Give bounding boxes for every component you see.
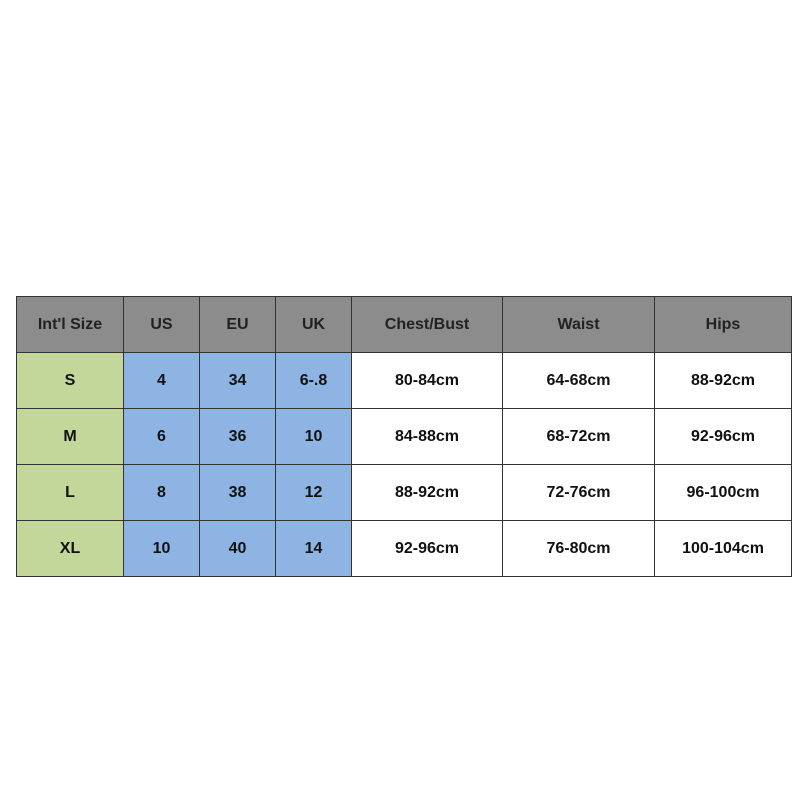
column-header: EU	[199, 296, 276, 353]
table-cell: 88-92cm	[654, 352, 792, 409]
table-cell: 64-68cm	[502, 352, 655, 409]
table-cell: 6	[123, 408, 200, 465]
table-cell: 38	[199, 464, 276, 521]
table-cell: 10	[275, 408, 352, 465]
table-cell: 100-104cm	[654, 520, 792, 577]
table-cell: L	[16, 464, 124, 521]
table-cell: 40	[199, 520, 276, 577]
table-cell: 92-96cm	[351, 520, 503, 577]
table-row: XL 10 40 14 92-96cm 76-80cm 100-104cm	[16, 520, 792, 577]
table-cell: 10	[123, 520, 200, 577]
table-cell: 88-92cm	[351, 464, 503, 521]
table-cell: S	[16, 352, 124, 409]
table-cell: 80-84cm	[351, 352, 503, 409]
table-cell: 68-72cm	[502, 408, 655, 465]
table-row: M 6 36 10 84-88cm 68-72cm 92-96cm	[16, 408, 792, 465]
column-header: Chest/Bust	[351, 296, 503, 353]
table-cell: 84-88cm	[351, 408, 503, 465]
table-cell: M	[16, 408, 124, 465]
table-cell: 76-80cm	[502, 520, 655, 577]
column-header: Hips	[654, 296, 792, 353]
column-header: UK	[275, 296, 352, 353]
table-cell: 8	[123, 464, 200, 521]
table-row: S 4 34 6-.8 80-84cm 64-68cm 88-92cm	[16, 352, 792, 409]
column-header: US	[123, 296, 200, 353]
table-cell: 34	[199, 352, 276, 409]
column-header: Int'l Size	[16, 296, 124, 353]
table-cell: 96-100cm	[654, 464, 792, 521]
table-row: L 8 38 12 88-92cm 72-76cm 96-100cm	[16, 464, 792, 521]
table-cell: 6-.8	[275, 352, 352, 409]
table-cell: 36	[199, 408, 276, 465]
size-chart-table: Int'l Size US EU UK Chest/Bust Waist Hips S 4 34…	[16, 296, 792, 577]
table-cell: 72-76cm	[502, 464, 655, 521]
header-row: Int'l Size US EU UK Chest/Bust Waist Hips	[16, 296, 792, 353]
table-cell: 14	[275, 520, 352, 577]
table-cell: 4	[123, 352, 200, 409]
column-header: Waist	[502, 296, 655, 353]
table-cell: XL	[16, 520, 124, 577]
table-cell: 92-96cm	[654, 408, 792, 465]
table-cell: 12	[275, 464, 352, 521]
